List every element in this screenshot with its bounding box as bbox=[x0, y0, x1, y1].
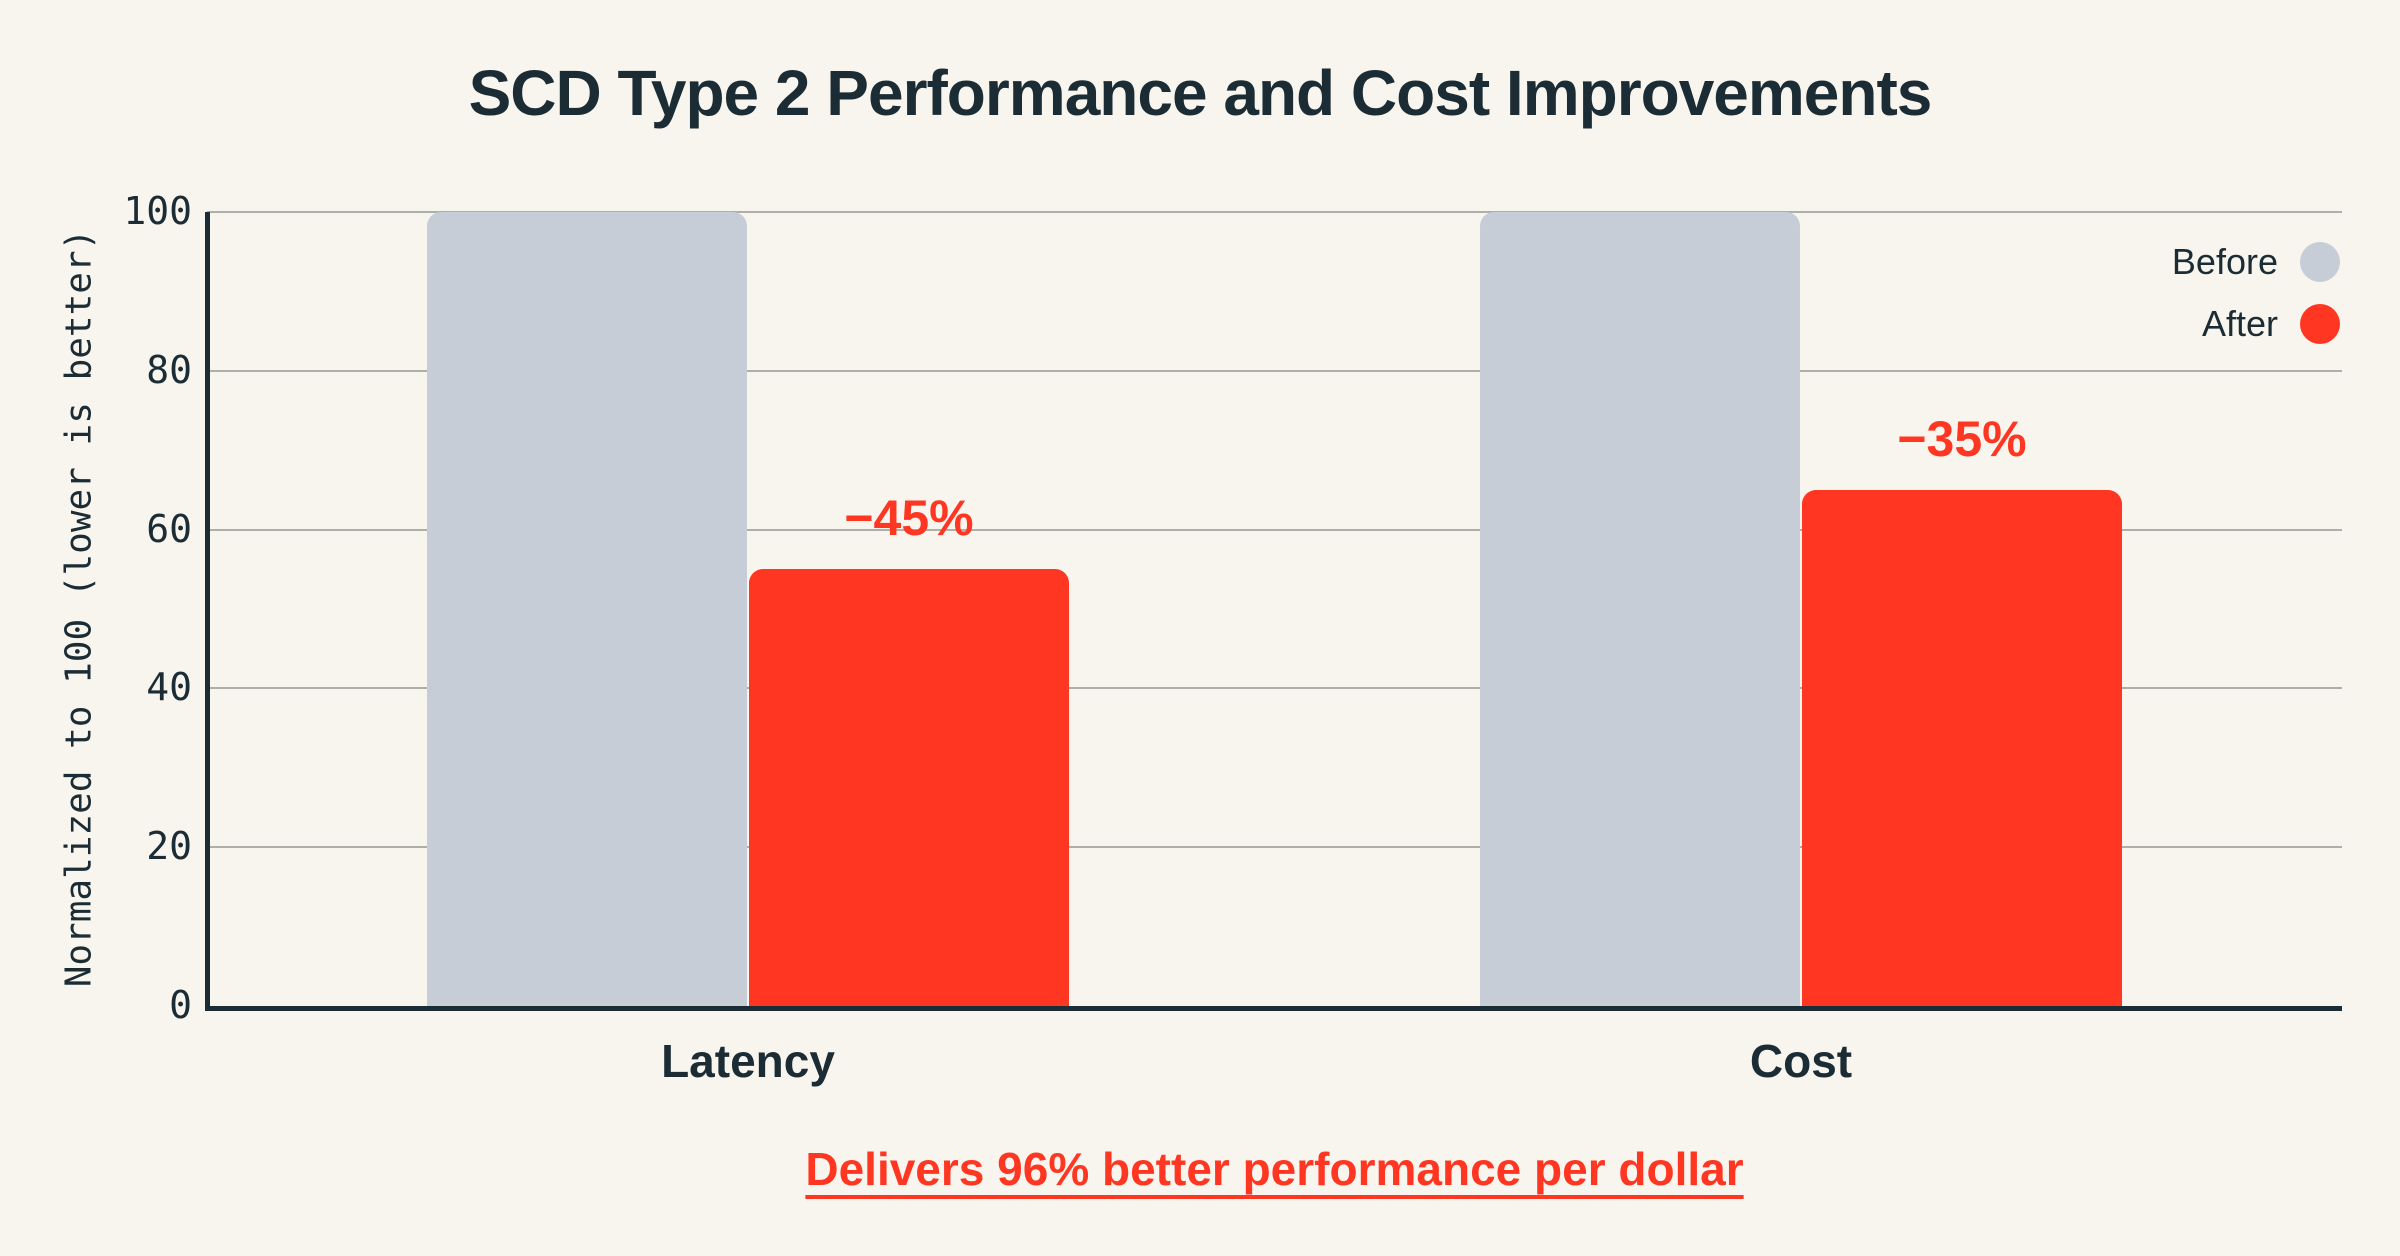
gridline bbox=[207, 687, 2342, 690]
legend-swatch-before-icon bbox=[2300, 242, 2340, 282]
bar-label-after-latency: −45% bbox=[844, 490, 974, 547]
gridline bbox=[207, 846, 2342, 849]
bar-label-after-cost: −35% bbox=[1897, 410, 2027, 467]
x-axis-line bbox=[205, 1006, 2342, 1011]
y-tick-label: 60 bbox=[146, 506, 192, 551]
gridline bbox=[207, 528, 2342, 531]
legend-item-before: Before bbox=[2172, 241, 2340, 283]
y-tick-label: 20 bbox=[146, 824, 192, 869]
legend-label-after: After bbox=[2201, 303, 2278, 344]
legend: Before After bbox=[2172, 241, 2340, 345]
y-tick-label: 0 bbox=[169, 983, 192, 1028]
y-tick-label: 40 bbox=[146, 665, 192, 710]
y-axis-line bbox=[205, 212, 210, 1011]
gridline bbox=[207, 369, 2342, 372]
category-label-latency: Latency bbox=[661, 1035, 835, 1087]
bar-before-latency bbox=[427, 212, 747, 1006]
category-label-cost: Cost bbox=[1749, 1035, 1853, 1087]
chart-title: SCD Type 2 Performance and Cost Improvem… bbox=[468, 57, 1933, 129]
y-tick-label: 100 bbox=[123, 189, 192, 234]
y-axis-label: Normalized to 100 (lower is better) bbox=[58, 228, 100, 988]
gridline bbox=[207, 211, 2342, 213]
bar-after-cost bbox=[1802, 489, 2122, 1006]
legend-label-before: Before bbox=[2171, 241, 2278, 282]
bar-before-cost bbox=[1480, 212, 1800, 1006]
y-tick-label: 80 bbox=[146, 347, 192, 392]
caption: Delivers 96% better performance per doll… bbox=[805, 1143, 1744, 1195]
bar-after-latency bbox=[749, 569, 1069, 1006]
legend-swatch-after-icon bbox=[2300, 304, 2340, 344]
legend-item-after: After bbox=[2202, 303, 2340, 345]
